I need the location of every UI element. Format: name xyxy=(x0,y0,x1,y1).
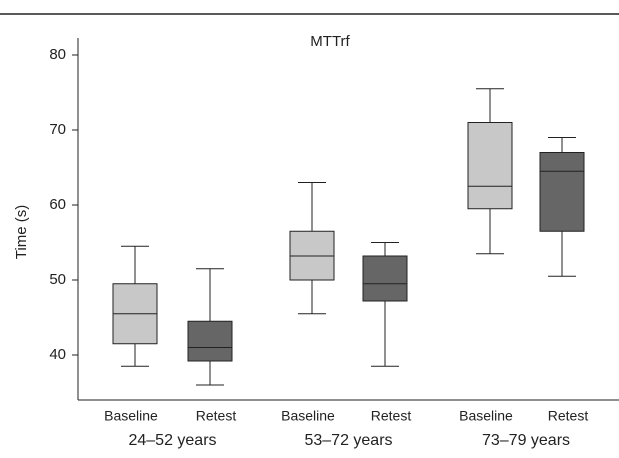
x-series-label: Baseline xyxy=(281,408,335,424)
x-group-label: 53–72 years xyxy=(304,432,392,449)
y-tick-label: 50 xyxy=(49,271,66,288)
x-series-label: Retest xyxy=(548,408,589,424)
box xyxy=(187,320,233,362)
x-series-label: Baseline xyxy=(459,408,513,424)
chart-title: MTTrf xyxy=(310,33,350,50)
y-tick-label: 40 xyxy=(49,346,66,363)
y-axis-label: Time (s) xyxy=(13,205,30,259)
x-series-label: Retest xyxy=(371,408,412,424)
x-series-label: Retest xyxy=(196,408,237,424)
box xyxy=(539,152,585,232)
box xyxy=(362,255,408,302)
y-tick-label: 70 xyxy=(49,121,66,138)
x-group-label: 24–52 years xyxy=(128,432,216,449)
x-group-label: 73–79 years xyxy=(482,432,570,449)
y-tick-label: 60 xyxy=(49,196,66,213)
box xyxy=(467,122,513,210)
y-tick-label: 80 xyxy=(49,46,66,63)
x-series-label: Baseline xyxy=(104,408,158,424)
